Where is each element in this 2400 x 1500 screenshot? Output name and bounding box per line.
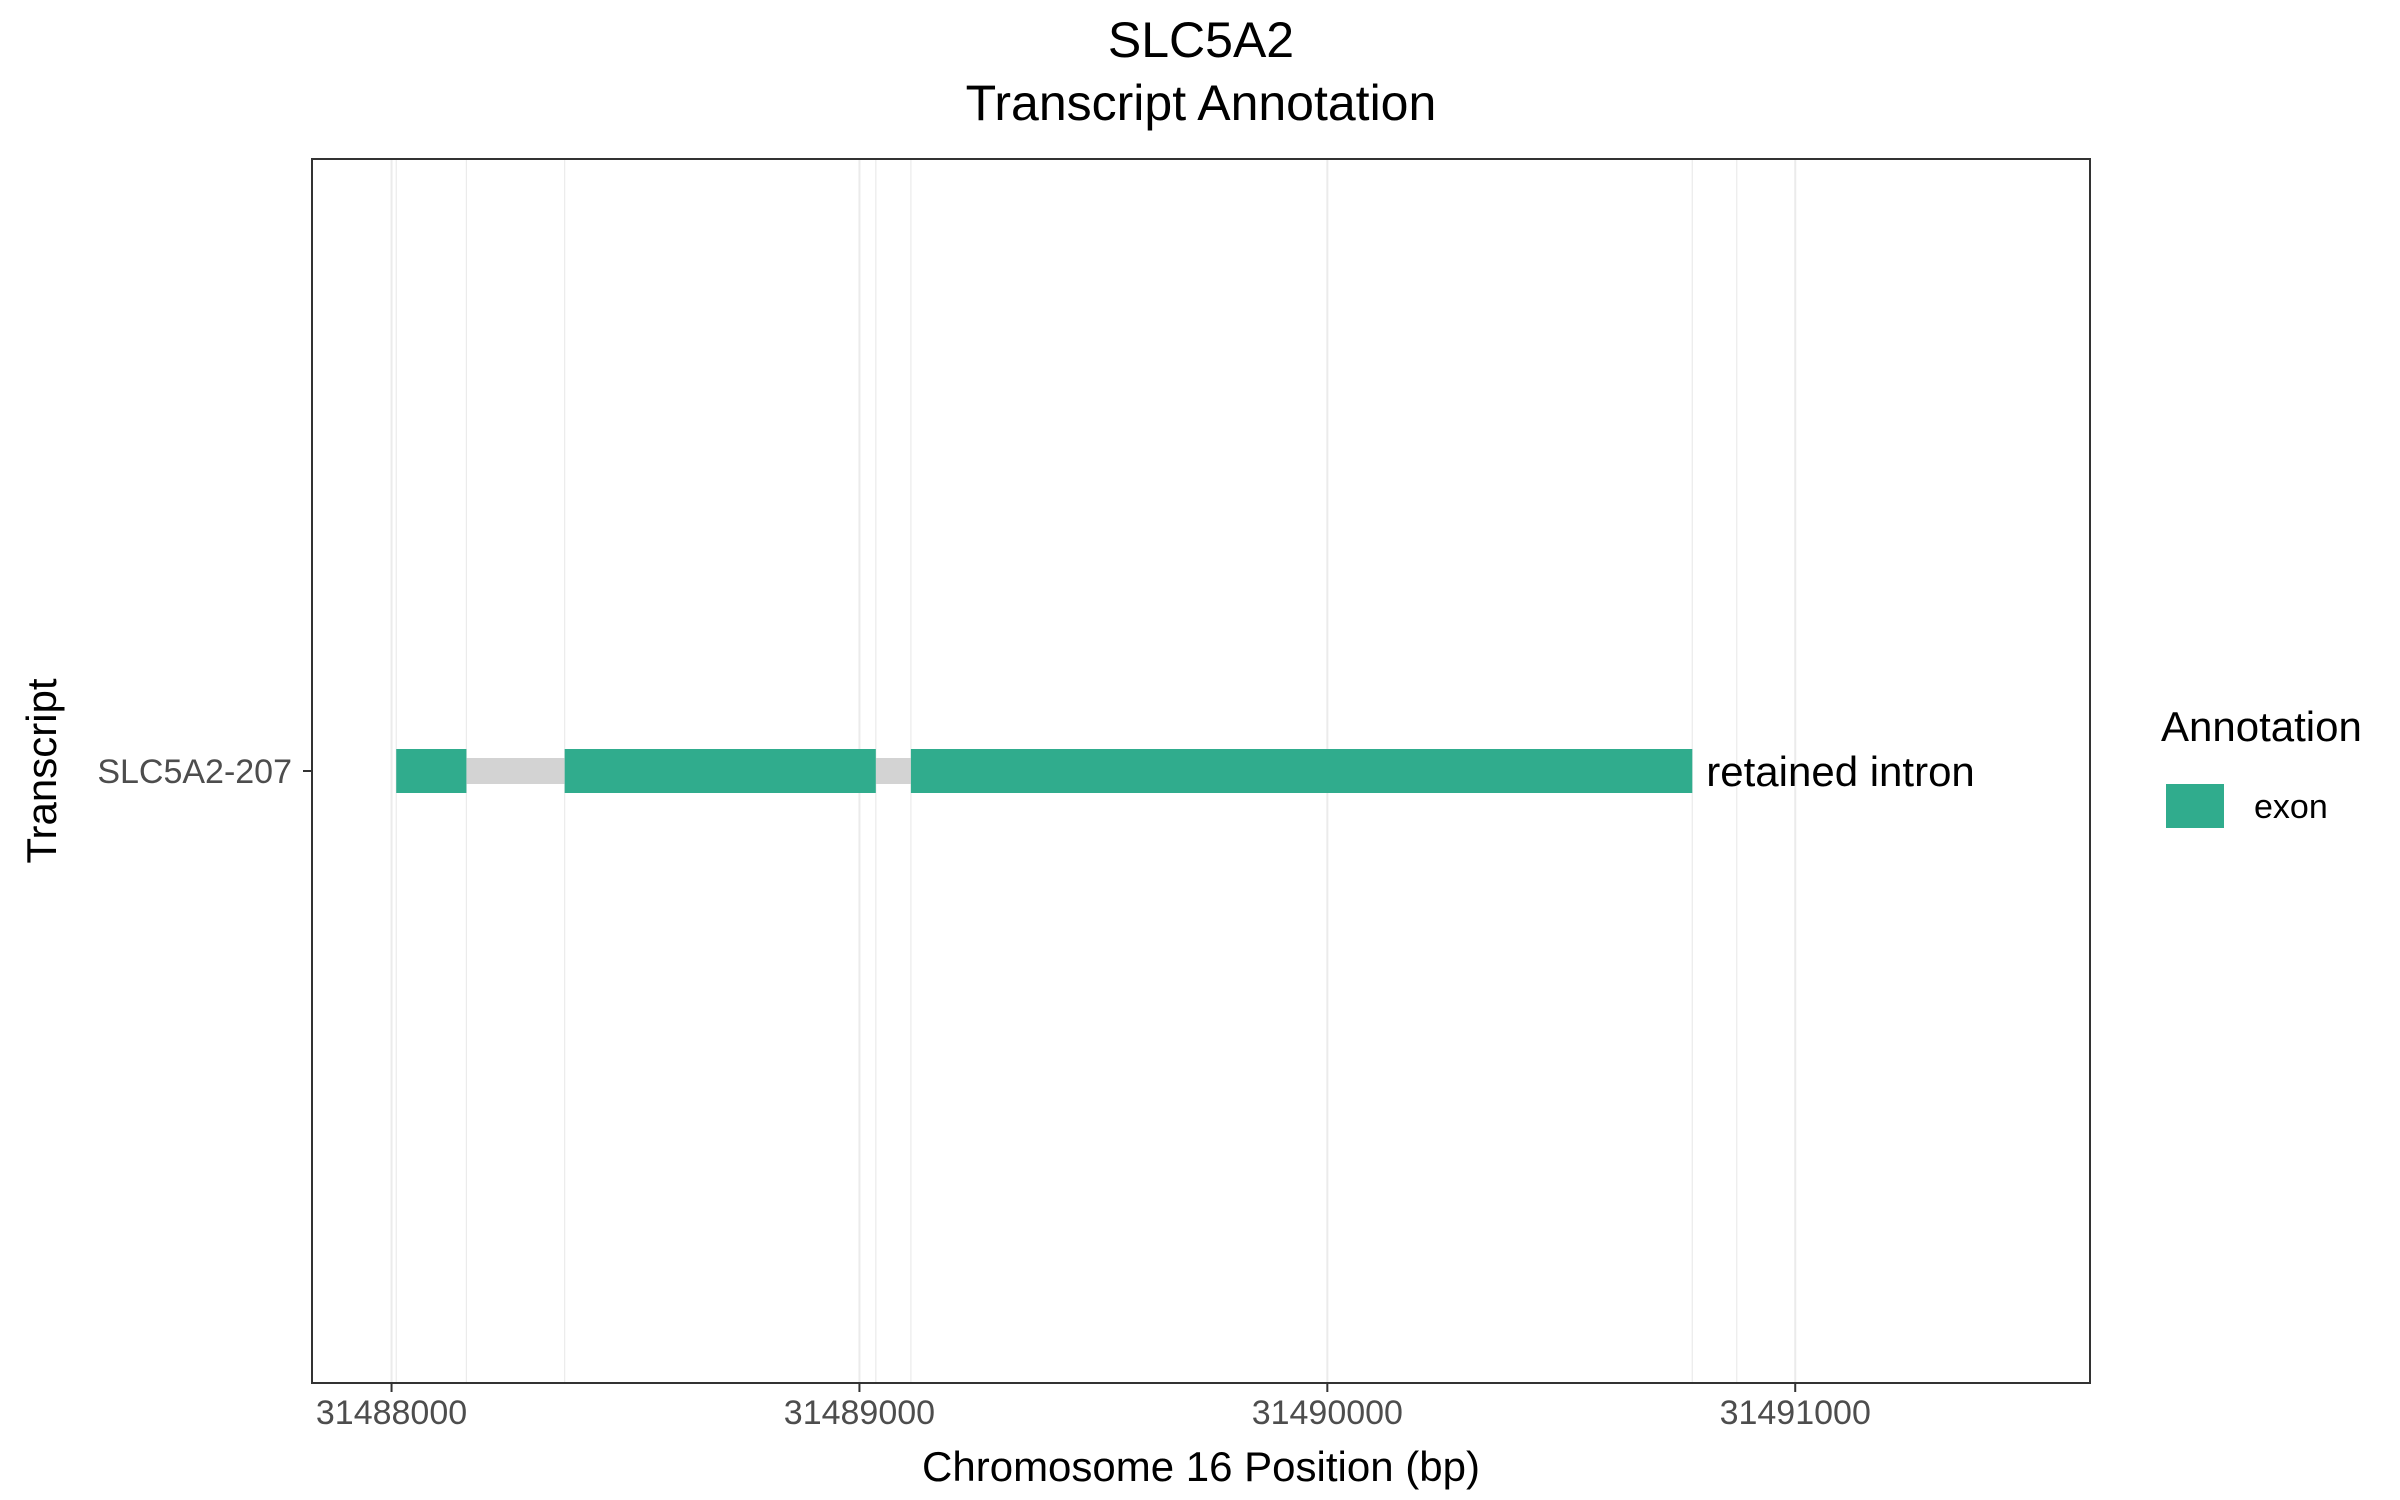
- transcript-biotype-label: retained intron: [1706, 748, 1975, 795]
- x-axis-title: Chromosome 16 Position (bp): [922, 1443, 1480, 1490]
- x-axis: 31488000 31489000 31490000 31491000: [316, 1383, 1871, 1432]
- exon-block: [396, 749, 467, 793]
- legend-label: exon: [2254, 788, 2328, 826]
- exon-layer: [396, 749, 1693, 793]
- exon-block: [564, 749, 876, 793]
- intron-segment: [466, 758, 565, 784]
- chart-title: SLC5A2: [1108, 12, 1294, 68]
- x-tick-label: 31488000: [316, 1394, 467, 1432]
- legend-entries: exon: [2166, 784, 2328, 828]
- y-axis-title: Transcript: [18, 678, 65, 863]
- exon-block: [910, 749, 1693, 793]
- x-tick-label: 31490000: [1252, 1394, 1403, 1432]
- x-tick-label: 31489000: [784, 1394, 935, 1432]
- legend-swatch: [2166, 784, 2224, 828]
- legend-title: Annotation: [2161, 703, 2362, 750]
- intron-segment: [875, 758, 911, 784]
- y-axis: SLC5A2-207: [97, 753, 312, 791]
- y-tick-label: SLC5A2-207: [97, 753, 292, 791]
- intron-layer: [466, 758, 911, 784]
- x-tick-label: 31491000: [1720, 1394, 1871, 1432]
- label-layer: retained intron: [1706, 748, 1975, 795]
- legend: Annotation exon: [2161, 703, 2362, 828]
- chart-subtitle: Transcript Annotation: [966, 75, 1437, 131]
